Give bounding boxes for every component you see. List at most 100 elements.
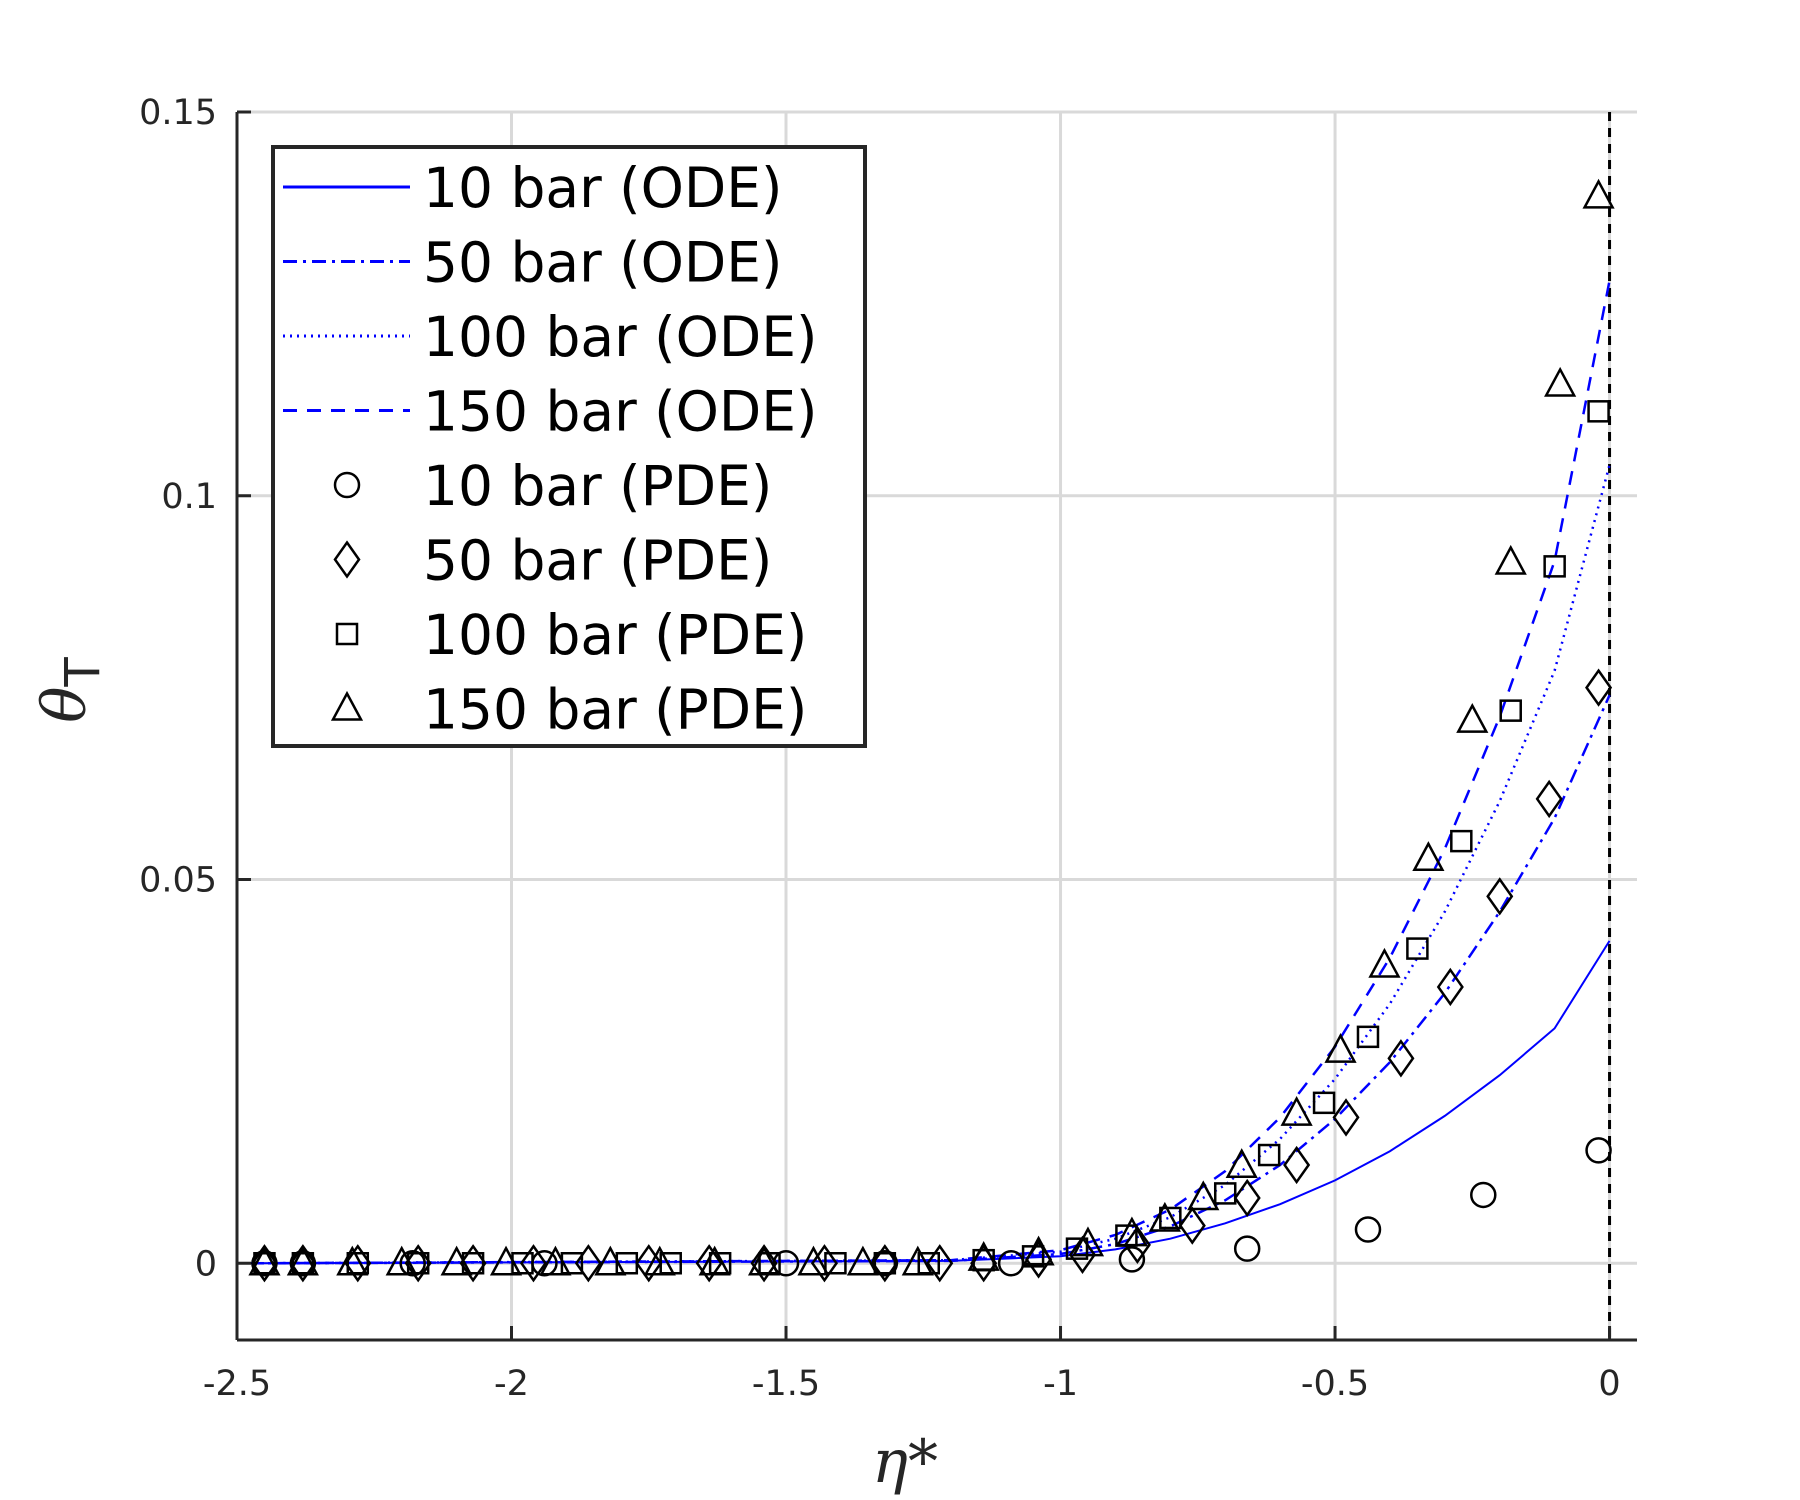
x-tick-label: -2 bbox=[494, 1364, 529, 1404]
data-point-diamond bbox=[926, 1244, 954, 1283]
data-point-triangle bbox=[1412, 841, 1445, 872]
data-point-triangle bbox=[489, 1245, 523, 1276]
legend-marker-square bbox=[335, 622, 359, 646]
x-tick-label: -1.5 bbox=[752, 1364, 820, 1404]
data-point-triangle bbox=[1456, 702, 1489, 733]
data-point-circle bbox=[1470, 1181, 1497, 1209]
data-point-triangle bbox=[1544, 366, 1577, 397]
tick-labels: -2.5 -2 -1.5 -1 -0.5 0 0 0.05 0.1 0.15 bbox=[139, 93, 1621, 1404]
data-point-diamond bbox=[1123, 1225, 1151, 1264]
series-line bbox=[247, 940, 1611, 1265]
legend-label: 50 bar (PDE) bbox=[423, 529, 772, 593]
x-axis-label: η* bbox=[872, 1427, 938, 1497]
data-point-square bbox=[406, 1252, 430, 1275]
data-point-square bbox=[1159, 1206, 1182, 1230]
series-50-bar-pde- bbox=[250, 668, 1613, 1283]
data-point-diamond bbox=[1068, 1235, 1097, 1274]
series-150-bar-pde- bbox=[248, 178, 1615, 1276]
data-point-diamond bbox=[1283, 1145, 1311, 1185]
legend-label: 150 bar (PDE) bbox=[423, 678, 807, 742]
data-point-diamond bbox=[404, 1244, 432, 1283]
svg-text:θT: θT bbox=[30, 657, 111, 723]
data-point-triangle bbox=[967, 1241, 1000, 1271]
data-point-triangle bbox=[1280, 1095, 1313, 1126]
data-point-triangle bbox=[336, 1245, 369, 1276]
x-tick-label: -0.5 bbox=[1301, 1364, 1369, 1404]
x-tick-label: -1 bbox=[1043, 1364, 1078, 1404]
data-point-circle bbox=[772, 1250, 800, 1277]
data-point-diamond bbox=[250, 1244, 278, 1283]
data-point-square bbox=[873, 1252, 897, 1275]
data-point-triangle bbox=[286, 1245, 319, 1276]
data-point-square bbox=[1499, 699, 1522, 722]
legend-entry: 10 bar (ODE) bbox=[283, 156, 783, 220]
data-point-diamond bbox=[289, 1244, 317, 1283]
data-point-triangle bbox=[1022, 1235, 1055, 1266]
data-point-triangle bbox=[747, 1245, 781, 1276]
data-point-triangle bbox=[901, 1245, 934, 1276]
data-point-circle bbox=[1233, 1235, 1261, 1262]
legend-entry: 100 bar (ODE) bbox=[283, 305, 817, 369]
legend-entry: 100 bar (PDE) bbox=[335, 603, 807, 667]
data-point-triangle bbox=[1071, 1226, 1105, 1257]
data-point-square bbox=[1406, 937, 1429, 960]
data-point-square bbox=[1065, 1237, 1089, 1260]
data-point-triangle bbox=[440, 1245, 473, 1276]
data-point-triangle bbox=[539, 1245, 572, 1276]
data-point-square bbox=[1543, 555, 1566, 578]
legend-label: 50 bar (ODE) bbox=[423, 231, 783, 295]
legend: 10 bar (ODE) 50 bar (ODE) 100 bar (ODE) 150… bbox=[271, 145, 867, 748]
legend-entry: 50 bar (ODE) bbox=[283, 231, 783, 295]
y-axis-label: θT bbox=[30, 657, 111, 723]
axes bbox=[235, 110, 1637, 1342]
data-point-triangle bbox=[594, 1245, 627, 1276]
data-point-triangle bbox=[698, 1245, 731, 1276]
data-point-diamond bbox=[519, 1244, 548, 1283]
y-tick-label: 0 bbox=[195, 1244, 217, 1284]
data-point-square bbox=[1213, 1182, 1237, 1205]
data-point-circle bbox=[1585, 1137, 1612, 1164]
legend-entry: 150 bar (PDE) bbox=[330, 678, 807, 742]
data-point-square bbox=[1312, 1091, 1336, 1115]
data-point-triangle bbox=[1115, 1216, 1148, 1247]
data-point-diamond bbox=[695, 1244, 723, 1283]
data-point-square bbox=[615, 1252, 639, 1275]
series-line bbox=[247, 464, 1611, 1265]
legend-entry: 150 bar (ODE) bbox=[283, 380, 817, 444]
data-point-triangle bbox=[643, 1245, 676, 1276]
data-point-diamond bbox=[1585, 668, 1613, 707]
legend-marker-diamond bbox=[333, 540, 361, 579]
y-axis-label-subscript: T bbox=[55, 657, 111, 688]
series-10-bar-ode- bbox=[247, 940, 1611, 1265]
data-point-diamond bbox=[574, 1244, 602, 1283]
legend-label: 100 bar (ODE) bbox=[423, 305, 817, 369]
data-point-diamond bbox=[635, 1244, 663, 1283]
data-point-diamond bbox=[1332, 1098, 1360, 1137]
legend-entry: 10 bar (PDE) bbox=[333, 454, 772, 518]
series-100-bar-ode- bbox=[247, 464, 1611, 1265]
data-point-diamond bbox=[459, 1244, 487, 1283]
data-point-triangle bbox=[1368, 947, 1401, 978]
x-tick-label: -2.5 bbox=[203, 1364, 271, 1404]
data-point-circle bbox=[1354, 1216, 1382, 1243]
data-point-diamond bbox=[1178, 1206, 1206, 1245]
data-point-triangle bbox=[797, 1245, 830, 1276]
data-point-circle bbox=[1118, 1246, 1146, 1273]
data-point-diamond bbox=[344, 1244, 372, 1283]
data-point-diamond bbox=[1535, 779, 1563, 819]
series-100-bar-pde- bbox=[253, 400, 1610, 1275]
data-point-triangle bbox=[385, 1245, 418, 1276]
legend-label: 150 bar (ODE) bbox=[423, 380, 817, 444]
data-point-diamond bbox=[1387, 1039, 1415, 1078]
data-point-triangle bbox=[1324, 1033, 1357, 1063]
data-point-square bbox=[1450, 829, 1473, 853]
y-tick-label: 0.05 bbox=[139, 861, 217, 901]
data-point-triangle bbox=[1225, 1148, 1258, 1179]
legend-marker-circle bbox=[333, 471, 361, 499]
y-axis-label-main: θ bbox=[30, 687, 100, 723]
data-point-diamond bbox=[871, 1244, 899, 1283]
data-point-square bbox=[560, 1252, 584, 1275]
data-point-square bbox=[1257, 1143, 1281, 1167]
data-point-triangle bbox=[1148, 1201, 1181, 1232]
